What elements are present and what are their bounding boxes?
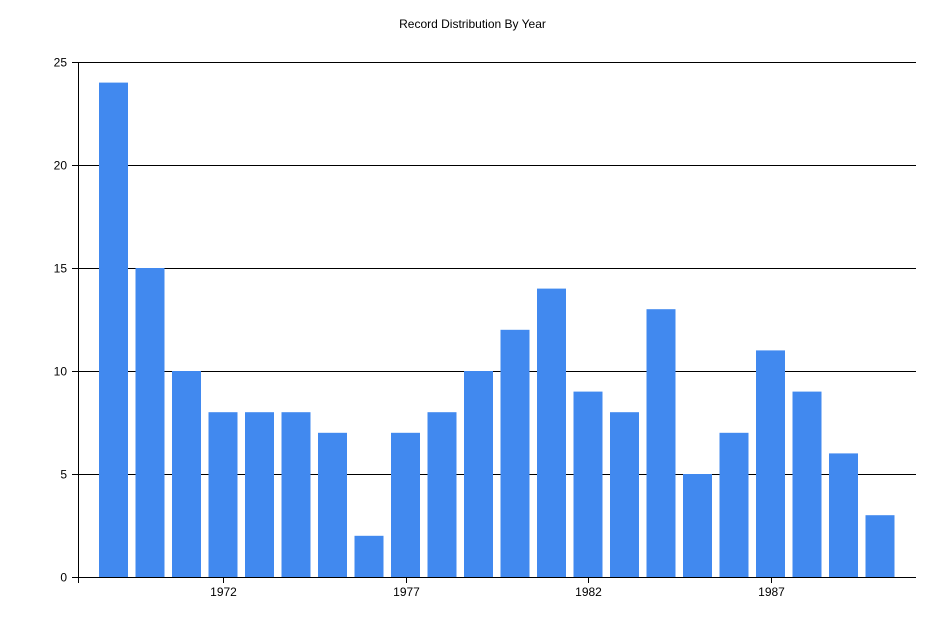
bar — [719, 432, 749, 577]
bar — [354, 535, 384, 577]
x-tick-label: 1987 — [758, 585, 785, 599]
axes — [72, 62, 916, 583]
bar — [865, 515, 895, 577]
y-tick-label: 20 — [54, 159, 68, 173]
bar — [318, 432, 347, 577]
bar — [829, 453, 858, 577]
y-tick-label: 5 — [60, 468, 67, 482]
bar — [281, 412, 311, 577]
bar — [646, 309, 676, 577]
y-tick-label: 10 — [54, 365, 68, 379]
y-tick-label: 25 — [54, 56, 68, 70]
chart-title: Record Distribution By Year — [399, 17, 546, 31]
bar — [573, 391, 603, 577]
x-tick-label: 1982 — [575, 585, 602, 599]
bar — [792, 391, 822, 577]
bar — [245, 412, 274, 577]
bar — [610, 412, 639, 577]
bar — [756, 350, 785, 577]
tick-labels: 0 5 10 15 20 25 1972 1977 1982 1987 — [54, 56, 786, 600]
x-tick-label: 1972 — [210, 585, 237, 599]
gridlines — [78, 62, 916, 475]
bar — [464, 371, 493, 577]
bar — [537, 288, 566, 577]
bar — [391, 432, 420, 577]
bar — [683, 474, 712, 577]
bar — [172, 371, 201, 577]
y-tick-label: 0 — [60, 571, 67, 585]
y-tick-label: 15 — [54, 262, 68, 276]
bar — [99, 82, 128, 577]
bar — [427, 412, 457, 577]
bars — [99, 82, 895, 577]
bar — [208, 412, 238, 577]
x-tick-label: 1977 — [393, 585, 420, 599]
bar — [500, 329, 530, 577]
bar — [135, 268, 165, 577]
